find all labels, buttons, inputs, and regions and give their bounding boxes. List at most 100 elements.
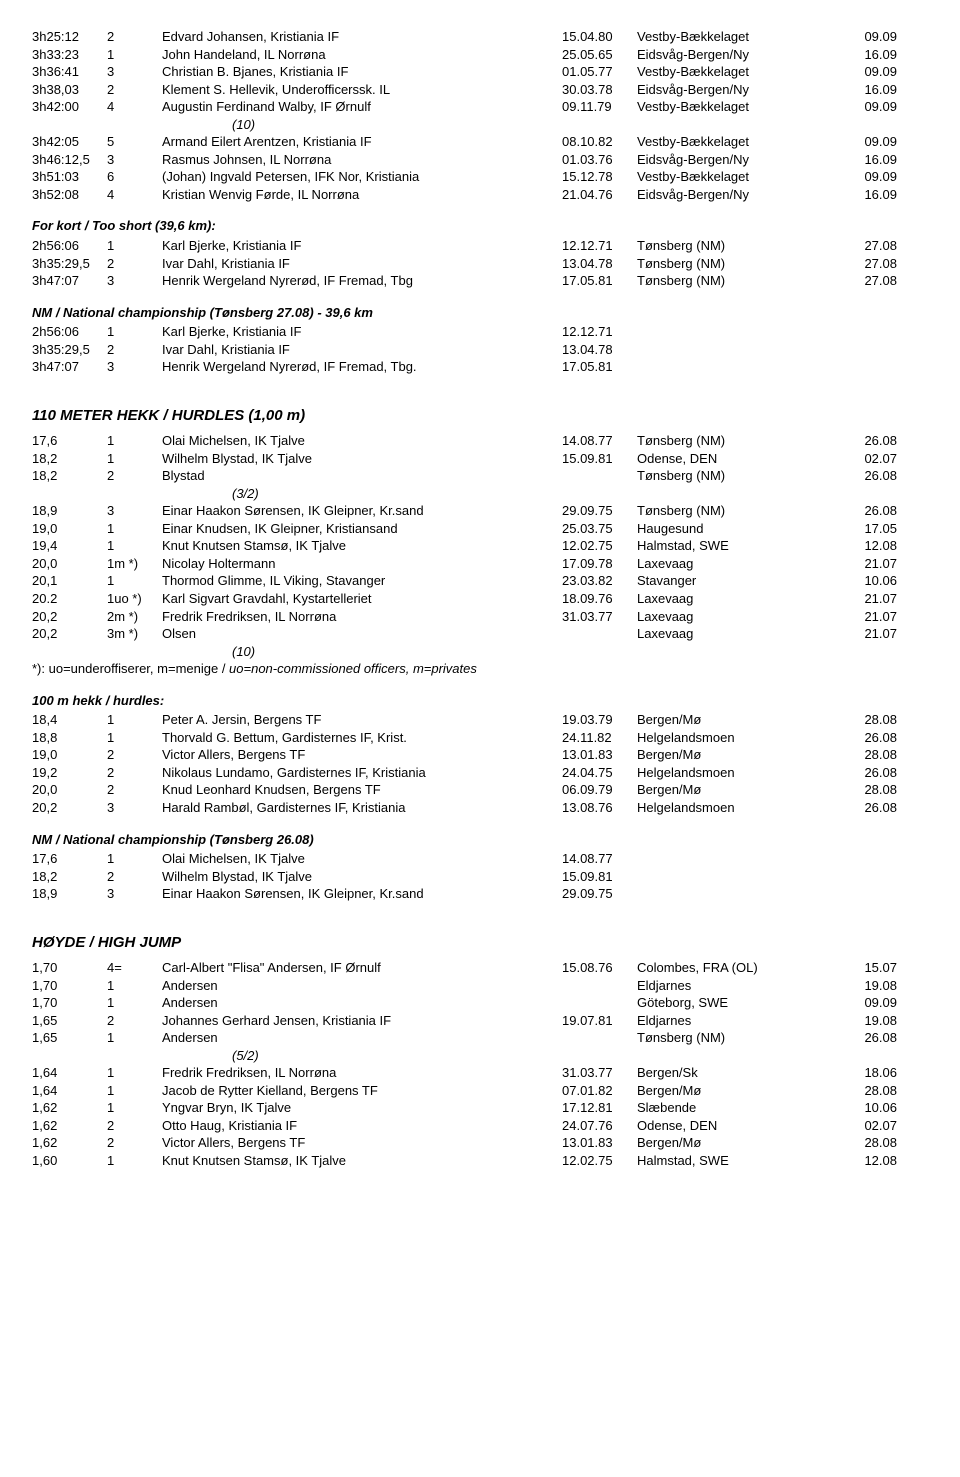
result-row: 3h36:413Christian B. Bjanes, Kristiania … (32, 63, 928, 81)
date: 09.11.79 (562, 98, 637, 116)
date: 23.03.82 (562, 572, 637, 590)
time: 20,0 (32, 555, 107, 573)
time: 2h56:06 (32, 323, 107, 341)
date: 07.01.82 (562, 1082, 637, 1100)
date: 25.03.75 (562, 520, 637, 538)
result-row: 2h56:061Karl Bjerke, Kristiania IF12.12.… (32, 323, 928, 341)
rank: 1 (107, 520, 162, 538)
year-date: 21.07 (837, 625, 897, 643)
name: Christian B. Bjanes, Kristiania IF (162, 63, 562, 81)
time: 20,2 (32, 799, 107, 817)
year-date: 12.08 (837, 1152, 897, 1170)
rank: 2 (107, 1117, 162, 1135)
rank: 1 (107, 994, 162, 1012)
time: 20.2 (32, 590, 107, 608)
time: 3h35:29,5 (32, 255, 107, 273)
date: 21.04.76 (562, 186, 637, 204)
location: Bergen/Mø (637, 746, 837, 764)
result-row: 3h38,032Klement S. Hellevik, Underoffice… (32, 81, 928, 99)
year-date: 26.08 (837, 432, 897, 450)
year-date: 27.08 (837, 272, 897, 290)
result-row: 19,22Nikolaus Lundamo, Gardisternes IF, … (32, 764, 928, 782)
name: Olsen (162, 625, 562, 643)
time: 1,65 (32, 1012, 107, 1030)
rank: 1 (107, 450, 162, 468)
year-date: 16.09 (837, 151, 897, 169)
name: (Johan) Ingvald Petersen, IFK Nor, Krist… (162, 168, 562, 186)
name: Victor Allers, Bergens TF (162, 1134, 562, 1152)
rank: 1 (107, 1029, 162, 1047)
location: Eidsvåg-Bergen/Ny (637, 186, 837, 204)
result-row: 1,652Johannes Gerhard Jensen, Kristiania… (32, 1012, 928, 1030)
name: Rasmus Johnsen, IL Norrøna (162, 151, 562, 169)
location: Tønsberg (NM) (637, 255, 837, 273)
name: Fredrik Fredriksen, IL Norrøna (162, 1064, 562, 1082)
time: 18,9 (32, 502, 107, 520)
year-date: 19.08 (837, 977, 897, 995)
result-row: 3h33:231John Handeland, IL Norrøna25.05.… (32, 46, 928, 64)
name: Yngvar Bryn, IK Tjalve (162, 1099, 562, 1117)
result-row: 20,22m *)Fredrik Fredriksen, IL Norrøna3… (32, 608, 928, 626)
year-date: 16.09 (837, 186, 897, 204)
name: Ivar Dahl, Kristiania IF (162, 255, 562, 273)
year-date: 10.06 (837, 1099, 897, 1117)
time: 1,65 (32, 1029, 107, 1047)
date: 06.09.79 (562, 781, 637, 799)
location: Bergen/Mø (637, 711, 837, 729)
year-date: 12.08 (837, 537, 897, 555)
date: 15.09.81 (562, 868, 637, 886)
name: Victor Allers, Bergens TF (162, 746, 562, 764)
location: Tønsberg (NM) (637, 272, 837, 290)
name: John Handeland, IL Norrøna (162, 46, 562, 64)
result-row: 3h35:29,52Ivar Dahl, Kristiania IF13.04.… (32, 341, 928, 359)
time: 1,62 (32, 1117, 107, 1135)
count-note: (10) (32, 116, 928, 134)
location: Vestby-Bækkelaget (637, 133, 837, 151)
time: 1,60 (32, 1152, 107, 1170)
result-row: 3h47:073Henrik Wergeland Nyrerød, IF Fre… (32, 272, 928, 290)
location: Eidsvåg-Bergen/Ny (637, 81, 837, 99)
date: 13.01.83 (562, 746, 637, 764)
date: 08.10.82 (562, 133, 637, 151)
time: 1,64 (32, 1082, 107, 1100)
date (562, 977, 637, 995)
name: Armand Eilert Arentzen, Kristiania IF (162, 133, 562, 151)
date (562, 625, 637, 643)
year-date: 09.09 (837, 98, 897, 116)
location: Göteborg, SWE (637, 994, 837, 1012)
date: 01.03.76 (562, 151, 637, 169)
result-row: 1,701AndersenEldjarnes19.08 (32, 977, 928, 995)
year-date: 26.08 (837, 799, 897, 817)
name: Carl-Albert "Flisa" Andersen, IF Ørnulf (162, 959, 562, 977)
rank: 1 (107, 537, 162, 555)
section-short: For kort / Too short (39,6 km): (32, 217, 928, 235)
date (562, 467, 637, 485)
rank: 3 (107, 272, 162, 290)
rank: 1 (107, 850, 162, 868)
result-row: 2h56:061Karl Bjerke, Kristiania IF12.12.… (32, 237, 928, 255)
result-row: 3h51:036(Johan) Ingvald Petersen, IFK No… (32, 168, 928, 186)
year-date: 17.05 (837, 520, 897, 538)
section-nm2: NM / National championship (Tønsberg 26.… (32, 831, 928, 849)
time: 1,70 (32, 994, 107, 1012)
location: Eldjarnes (637, 977, 837, 995)
location: Helgelandsmoen (637, 729, 837, 747)
result-row: 19,01Einar Knudsen, IK Gleipner, Kristia… (32, 520, 928, 538)
rank: 1uo *) (107, 590, 162, 608)
location: Haugesund (637, 520, 837, 538)
result-row: 1,641Fredrik Fredriksen, IL Norrøna31.03… (32, 1064, 928, 1082)
year-date: 26.08 (837, 1029, 897, 1047)
location: Tønsberg (NM) (637, 237, 837, 255)
rank: 2 (107, 1012, 162, 1030)
year-date: 19.08 (837, 1012, 897, 1030)
time: 18,2 (32, 467, 107, 485)
rank: 2 (107, 781, 162, 799)
year-date: 02.07 (837, 450, 897, 468)
location: Tønsberg (NM) (637, 1029, 837, 1047)
year-date: 26.08 (837, 764, 897, 782)
time: 3h25:12 (32, 28, 107, 46)
result-row: 1,621Yngvar Bryn, IK Tjalve17.12.81Slæbe… (32, 1099, 928, 1117)
location: Odense, DEN (637, 450, 837, 468)
rank: 2 (107, 1134, 162, 1152)
rank: 1m *) (107, 555, 162, 573)
